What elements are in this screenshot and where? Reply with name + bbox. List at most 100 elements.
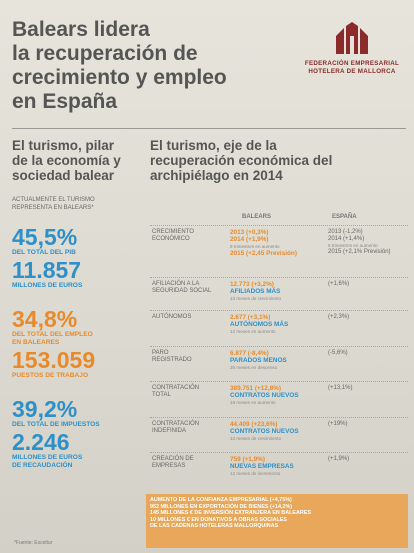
- baleares-highlight: PARADOS MENOS: [230, 357, 287, 365]
- baleares-highlight: NUEVAS EMPRESAS: [230, 463, 294, 471]
- baleares-highlight: CONTRATOS NUEVOS: [230, 392, 299, 400]
- logo-text-line: HOTELERA DE MALLORCA: [308, 68, 396, 75]
- row-label-line: EMPRESAS: [152, 463, 186, 470]
- row-value-espana: (+13,1%): [328, 385, 408, 392]
- baleares-highlight: AUTÓNOMOS MÁS: [230, 321, 289, 329]
- baleares-note: 12 meses en aumento: [230, 328, 276, 334]
- title-line: la recuperación de: [12, 42, 198, 65]
- stat-impuestos: 39,2% DEL TOTAL DE IMPUESTOS: [12, 398, 144, 429]
- right-heading-line: recuperación económica del: [150, 153, 333, 168]
- highlight-line: AUMENTO DE LA CONFIANZA EMPRESARIAL (+4,…: [150, 497, 292, 503]
- stat-value: 153.059: [12, 347, 96, 373]
- stat-empleo: 34,8% DEL TOTAL DEL EMPLEO EN BALEARES: [12, 308, 144, 347]
- divider: [12, 128, 406, 129]
- row-value-baleares: 759 (+1,9%) NUEVAS EMPRESAS 12 meses de …: [230, 456, 324, 477]
- table-row: PARO REGISTRADO 6.877 (-8,4%) PARADOS ME…: [150, 346, 408, 381]
- highlight-line: 145 MILLONES € DE INVERSIÓN EXTRANJERA E…: [150, 510, 311, 517]
- espana-note: 5 trimestres en aumento: [328, 243, 378, 249]
- right-heading-line: archipiélago en 2014: [150, 168, 283, 183]
- row-label: CREACIÓN DE EMPRESAS: [152, 456, 220, 470]
- stat-caption: DE RECAUDACIÓN: [12, 462, 73, 469]
- stat-caption: EN BALEARES: [12, 339, 60, 346]
- stat-euros: 11.857 MILLONES DE EUROS: [12, 259, 144, 290]
- row-label-line: CRECIMIENTO: [152, 229, 194, 235]
- row-label-line: INDEFINIDA: [152, 428, 187, 435]
- table-row: CRECIMIENTO ECONÓMICO 2013 (+0,3%) 2014 …: [150, 225, 408, 277]
- row-label-line: AUTÓNOMOS: [152, 314, 192, 320]
- stat-value: 45,5%: [12, 224, 78, 250]
- baleares-note: 8 trimestres en aumento: [230, 243, 280, 249]
- highlights-box: AUMENTO DE LA CONFIANZA EMPRESARIAL (+4,…: [146, 494, 408, 548]
- left-heading-line: sociedad balear: [12, 168, 115, 183]
- espana-value: (+1,6%): [328, 281, 350, 287]
- stat-caption: MILLONES DE EUROS: [12, 282, 83, 289]
- row-label: CONTRATACIÓN TOTAL: [152, 385, 220, 399]
- row-value-baleares: 12.773 (+3,2%) AFILIADOS MÁS 13 meses de…: [230, 281, 324, 302]
- stat-recaudacion: 2.246 MILLONES DE EUROS DE RECAUDACIÓN: [12, 431, 144, 470]
- row-label-line: CREACIÓN DE: [152, 456, 194, 462]
- row-label-line: CONTRATACIÓN: [152, 385, 200, 391]
- hotel-federation-logo-icon: [336, 22, 368, 54]
- baleares-note: 13 meses de crecimiento: [230, 295, 282, 301]
- right-heading-line: El turismo, eje de la: [150, 138, 277, 153]
- espana-value: (+1,9%): [328, 456, 350, 462]
- right-heading: El turismo, eje de la recuperación econó…: [150, 138, 408, 183]
- stat-caption: PUESTOS DE TRABAJO: [12, 372, 89, 379]
- highlight-line: DE LAS CADENAS HOTELERAS MALLORQUINAS: [150, 523, 279, 530]
- table-row: AUTÓNOMOS 2.677 (+3,1%) AUTÓNOMOS MÁS 12…: [150, 310, 408, 346]
- baleares-value: 2.677 (+3,1%): [230, 314, 271, 321]
- left-heading-line: El turismo, pilar: [12, 138, 115, 153]
- column-header-espana: ESPAÑA: [332, 214, 357, 220]
- row-label: CRECIMIENTO ECONÓMICO: [152, 229, 220, 243]
- stat-pib: 45,5% DEL TOTAL DEL PIB: [12, 226, 144, 257]
- title-line: crecimiento y empleo: [12, 66, 227, 89]
- row-value-baleares: 389.751 (+12,8%) CONTRATOS NUEVOS 18 mes…: [230, 385, 324, 406]
- espana-value: (+13,1%): [328, 385, 353, 391]
- row-label-line: REGISTRADO: [152, 357, 192, 364]
- row-value-espana: (+1,6%): [328, 281, 408, 288]
- baleares-value: 389.751 (+12,8%): [230, 385, 281, 392]
- row-value-baleares: 2.677 (+3,1%) AUTÓNOMOS MÁS 12 meses en …: [230, 314, 324, 335]
- source-note: *Fuente: Exceltur: [14, 540, 53, 546]
- row-value-baleares: 44.409 (+23,6%) CONTRATOS NUEVOS 13 mese…: [230, 421, 324, 442]
- row-value-baleares: 6.877 (-8,4%) PARADOS MENOS 26 meses en …: [230, 350, 324, 371]
- espana-value: (+2,3%): [328, 314, 350, 320]
- row-label-line: PARO: [152, 350, 169, 356]
- baleares-value: 2014 (+1,9%): [230, 236, 269, 244]
- stat-value: 39,2%: [12, 396, 78, 422]
- row-value-espana: (-5,6%): [328, 350, 408, 357]
- stat-puestos: 153.059 PUESTOS DE TRABAJO: [12, 349, 144, 380]
- baleares-value: 2015 (+2,45 Previsión): [230, 249, 297, 257]
- espana-value: 2015 (+2,1% Previsión): [328, 249, 391, 256]
- right-column: El turismo, eje de la recuperación econó…: [150, 138, 408, 183]
- table-row: AFILIACIÓN A LA SEGURIDAD SOCIAL 12.773 …: [150, 277, 408, 310]
- left-heading: El turismo, pilar de la economía y socie…: [12, 138, 144, 183]
- row-value-baleares: 2013 (+0,3%) 2014 (+1,9%) 8 trimestres e…: [230, 229, 324, 257]
- row-value-espana: (+1,9%): [328, 456, 408, 463]
- baleares-highlight: CONTRATOS NUEVOS: [230, 428, 299, 436]
- baleares-highlight: AFILIADOS MÁS: [230, 288, 281, 296]
- baleares-note: 12 meses de incremento: [230, 470, 281, 476]
- baleares-value: 44.409 (+23,6%): [230, 421, 278, 428]
- left-subheading-line: REPRESENTA EN BALEARS*: [12, 204, 94, 211]
- row-label: CONTRATACIÓN INDEFINIDA: [152, 421, 220, 435]
- row-value-espana: 2013 (-1,2%) 2014 (+1,4%) 5 trimestres e…: [328, 229, 408, 257]
- left-column: El turismo, pilar de la economía y socie…: [12, 138, 144, 470]
- row-label-line: AFILIACIÓN A LA: [152, 281, 200, 287]
- baleares-note: 26 meses en descenso: [230, 364, 278, 370]
- table-row: CONTRATACIÓN INDEFINIDA 44.409 (+23,6%) …: [150, 417, 408, 452]
- row-label-line: ECONÓMICO: [152, 236, 190, 243]
- row-value-espana: (+19%): [328, 421, 408, 428]
- stat-value: 34,8%: [12, 306, 78, 332]
- row-label-line: TOTAL: [152, 392, 171, 399]
- left-subheading: ACTUALMENTE EL TURISMO REPRESENTA EN BAL…: [12, 197, 144, 212]
- stat-value: 11.857: [12, 257, 82, 283]
- column-header-baleares: BALEARS: [242, 214, 272, 220]
- stat-caption: DEL TOTAL DEL EMPLEO: [12, 331, 93, 338]
- stat-caption: MILLONES DE EUROS: [12, 454, 83, 461]
- baleares-value: 2013 (+0,3%): [230, 229, 269, 236]
- espana-value: (-5,6%): [328, 350, 348, 356]
- title-line: en España: [12, 90, 118, 113]
- baleares-value: 12.773 (+3,2%): [230, 281, 274, 288]
- row-label-line: CONTRATACIÓN: [152, 421, 200, 427]
